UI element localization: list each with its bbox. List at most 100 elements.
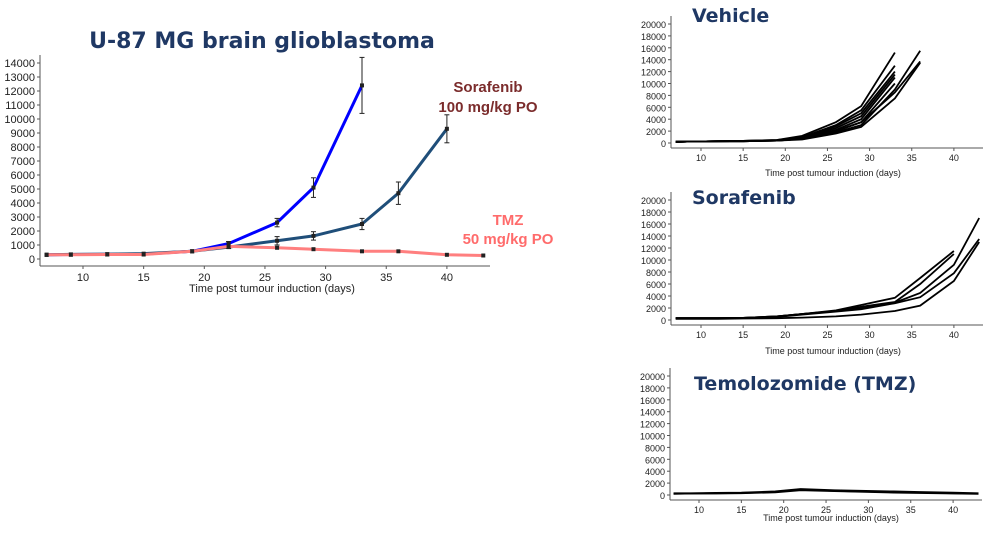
- x-tick-label: 10: [696, 153, 706, 163]
- x-tick-label: 15: [138, 272, 150, 284]
- chart-title: Sorafenib: [692, 187, 796, 209]
- data-point: [190, 249, 195, 254]
- x-tick-label: 40: [948, 505, 958, 515]
- x-tick-label: 30: [865, 330, 875, 340]
- x-tick-label: 40: [949, 153, 959, 163]
- tmz-chart: Temolozomide (TMZ) 0 2000 4000 6000 800010000…: [640, 368, 982, 523]
- x-tick-label: 10: [77, 272, 89, 284]
- data-point: [311, 185, 316, 190]
- y-tick-label: 4000: [645, 467, 665, 477]
- data-point: [396, 191, 401, 196]
- y-tick-label: 8000: [646, 268, 666, 278]
- y-tick-label: 12000: [641, 68, 666, 78]
- y-tick-label: 8000: [11, 142, 35, 154]
- y-tick-label: 14000: [4, 58, 35, 70]
- chart-title: Temolozomide (TMZ): [694, 373, 916, 395]
- y-tick-label: 6000: [645, 455, 665, 465]
- series-line-0: [46, 84, 364, 257]
- y-tick-label: 8000: [646, 91, 666, 101]
- x-tick-label: 35: [907, 330, 917, 340]
- data-point: [359, 249, 364, 254]
- y-tick-label: 16000: [640, 396, 665, 406]
- annotation-label: 50 mg/kg PO: [463, 231, 554, 248]
- x-tick-label: 40: [441, 272, 453, 284]
- x-tick-label: 20: [779, 505, 789, 515]
- y-tick-label: 16000: [641, 44, 666, 54]
- x-axis-label: Time post tumour induction (days): [189, 283, 355, 295]
- y-tick-label: 20000: [641, 196, 666, 206]
- data-point: [226, 244, 231, 249]
- x-tick-label: 30: [319, 272, 331, 284]
- data-point: [275, 238, 280, 243]
- y-tick-label: 20000: [640, 372, 665, 382]
- x-tick-label: 10: [694, 505, 704, 515]
- y-tick-label: 4000: [646, 115, 666, 125]
- x-tick-label: 25: [822, 153, 832, 163]
- chart-title: Vehicle: [692, 5, 769, 27]
- y-tick-label: 1000: [11, 240, 35, 252]
- data-point: [311, 247, 316, 252]
- y-tick-label: 2000: [645, 479, 665, 489]
- y-tick-label: 12000: [641, 244, 666, 254]
- data-point: [311, 233, 316, 238]
- y-tick-label: 18000: [641, 32, 666, 42]
- y-tick-label: 13000: [4, 72, 35, 84]
- y-tick-label: 16000: [641, 220, 666, 230]
- x-tick-label: 20: [780, 153, 790, 163]
- x-tick-label: 20: [198, 272, 210, 284]
- data-point: [481, 253, 486, 258]
- data-point: [275, 220, 280, 225]
- y-tick-label: 2000: [646, 127, 666, 137]
- y-tick-label: 0: [661, 316, 666, 326]
- series-line-2: [46, 244, 484, 257]
- x-tick-label: 15: [736, 505, 746, 515]
- data-point: [105, 252, 110, 257]
- y-tick-label: 4000: [646, 292, 666, 302]
- individual-line: [675, 60, 921, 143]
- y-tick-label: 20000: [641, 20, 666, 30]
- y-tick-label: 4000: [11, 198, 35, 210]
- annotation-label: TMZ: [493, 212, 524, 229]
- y-tick-label: 6000: [11, 170, 35, 182]
- y-tick-label: 2000: [646, 304, 666, 314]
- y-tick-label: 18000: [640, 384, 665, 394]
- data-point: [275, 245, 280, 250]
- x-tick-label: 20: [780, 330, 790, 340]
- data-point: [68, 252, 73, 257]
- y-tick-label: 10000: [640, 432, 665, 442]
- x-tick-label: 30: [865, 153, 875, 163]
- x-tick-label: 15: [738, 153, 748, 163]
- y-tick-label: 14000: [641, 232, 666, 242]
- sorafenib-chart: Sorafenib 0 2000 4000 6000 8000 10000 12000 1400…: [641, 187, 983, 356]
- x-tick-label: 40: [949, 330, 959, 340]
- annotation-label: 100 mg/kg PO: [438, 99, 538, 116]
- y-tick-label: 0: [29, 254, 35, 266]
- x-tick-label: 35: [380, 272, 392, 284]
- data-point: [141, 252, 146, 257]
- y-tick-label: 12000: [4, 86, 35, 98]
- x-tick-label: 25: [821, 505, 831, 515]
- x-tick-label: 15: [738, 330, 748, 340]
- individual-line: [675, 71, 896, 143]
- data-point: [44, 252, 49, 257]
- y-tick-label: 0: [661, 139, 666, 149]
- y-tick-label: 14000: [640, 408, 665, 418]
- y-tick-label: 11000: [5, 100, 35, 112]
- x-tick-label: 25: [259, 272, 271, 284]
- data-point: [444, 126, 449, 131]
- data-point: [444, 252, 449, 257]
- y-tick-label: 10000: [641, 256, 666, 266]
- x-tick-label: 35: [906, 505, 916, 515]
- y-tick-label: 6000: [646, 103, 666, 113]
- individual-line: [675, 238, 980, 320]
- x-axis-label: Time post tumour induction (days): [765, 168, 901, 178]
- x-tick-label: 30: [863, 505, 873, 515]
- individual-line: [673, 489, 979, 495]
- y-tick-label: 8000: [645, 443, 665, 453]
- individual-line: [675, 241, 980, 320]
- x-axis-label: Time post tumour induction (days): [765, 346, 901, 356]
- x-tick-label: 25: [822, 330, 832, 340]
- main-chart: U-87 MG brain glioblastoma 0 1000 2000 3000 4…: [4, 29, 553, 295]
